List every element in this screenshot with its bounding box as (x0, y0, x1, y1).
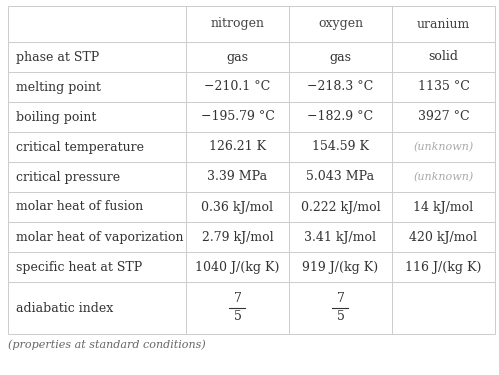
Text: 3.39 MPa: 3.39 MPa (208, 171, 267, 183)
Text: 0.222 kJ/mol: 0.222 kJ/mol (301, 201, 380, 213)
Text: −182.9 °C: −182.9 °C (307, 111, 374, 123)
Text: 154.59 K: 154.59 K (312, 141, 369, 153)
Text: (properties at standard conditions): (properties at standard conditions) (8, 339, 206, 350)
Text: 14 kJ/mol: 14 kJ/mol (414, 201, 474, 213)
Text: melting point: melting point (16, 81, 101, 93)
Text: 7: 7 (234, 292, 242, 306)
Text: gas: gas (227, 51, 249, 63)
Text: 3927 °C: 3927 °C (418, 111, 470, 123)
Text: −218.3 °C: −218.3 °C (307, 81, 374, 93)
Text: 7: 7 (336, 292, 344, 306)
Text: 1135 °C: 1135 °C (418, 81, 470, 93)
Text: boiling point: boiling point (16, 111, 96, 123)
Text: solid: solid (429, 51, 459, 63)
Text: critical pressure: critical pressure (16, 171, 120, 183)
Text: 116 J/(kg K): 116 J/(kg K) (405, 261, 482, 273)
Text: 1040 J/(kg K): 1040 J/(kg K) (195, 261, 279, 273)
Text: 126.21 K: 126.21 K (209, 141, 266, 153)
Text: 919 J/(kg K): 919 J/(kg K) (302, 261, 379, 273)
Text: 420 kJ/mol: 420 kJ/mol (410, 231, 478, 243)
Text: uranium: uranium (417, 18, 470, 30)
Text: nitrogen: nitrogen (211, 18, 264, 30)
Text: (unknown): (unknown) (413, 172, 474, 182)
Text: 2.79 kJ/mol: 2.79 kJ/mol (202, 231, 273, 243)
Text: 5.043 MPa: 5.043 MPa (306, 171, 375, 183)
Text: −210.1 °C: −210.1 °C (205, 81, 270, 93)
Text: phase at STP: phase at STP (16, 51, 99, 63)
Text: oxygen: oxygen (318, 18, 363, 30)
Text: molar heat of vaporization: molar heat of vaporization (16, 231, 184, 243)
Text: (unknown): (unknown) (413, 142, 474, 152)
Text: gas: gas (329, 51, 351, 63)
Text: 3.41 kJ/mol: 3.41 kJ/mol (304, 231, 377, 243)
Text: adiabatic index: adiabatic index (16, 302, 113, 315)
Text: molar heat of fusion: molar heat of fusion (16, 201, 143, 213)
Text: −195.79 °C: −195.79 °C (201, 111, 274, 123)
Text: specific heat at STP: specific heat at STP (16, 261, 142, 273)
Text: 5: 5 (234, 310, 242, 324)
Text: critical temperature: critical temperature (16, 141, 144, 153)
Text: 5: 5 (336, 310, 344, 324)
Text: 0.36 kJ/mol: 0.36 kJ/mol (202, 201, 273, 213)
